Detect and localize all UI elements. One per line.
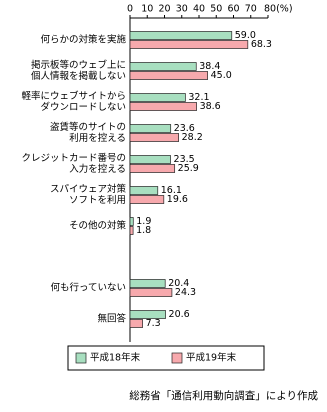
- category-label: 個人情報を掲載しない: [31, 70, 126, 82]
- value-label: 24.3: [175, 287, 196, 298]
- bar: [129, 310, 166, 319]
- bar: [129, 288, 173, 297]
- bar: [129, 62, 197, 71]
- bar: [129, 279, 166, 288]
- category-label: 盗賃等のサイトの: [50, 121, 126, 133]
- category-label: 何らかの対策を実施: [40, 34, 126, 46]
- x-tick-label: 30: [176, 4, 188, 15]
- x-tick-label: 70: [245, 4, 257, 15]
- bar: [129, 133, 179, 142]
- bar: [129, 93, 186, 102]
- legend-label: 平成19年末: [186, 352, 237, 364]
- bar: [129, 71, 208, 80]
- bar: [129, 124, 172, 133]
- legend-box: [67, 345, 265, 371]
- source: 総務省「通信利用動向調査」により作成: [129, 389, 318, 402]
- category-label: その他の対策: [69, 220, 127, 232]
- value-label: 38.4: [199, 61, 220, 72]
- value-label: 1.8: [136, 225, 151, 236]
- value-label: 25.9: [178, 163, 199, 174]
- category-label: クレジットカード番号の: [21, 152, 126, 164]
- value-label: 23.5: [174, 154, 195, 165]
- legend-label: 平成18年末: [90, 352, 141, 364]
- x-tick-label: 20: [158, 4, 170, 15]
- value-label: 1.9: [136, 216, 151, 227]
- category-label: ダウンロードしない: [40, 101, 126, 113]
- category-label: 無回答: [97, 313, 126, 325]
- category-label: 入力を控える: [69, 163, 126, 175]
- bar: [129, 217, 134, 226]
- x-tick-label: 80(%): [264, 4, 293, 15]
- bar: [129, 31, 233, 40]
- category-label: 掲示板等のウェブ上に: [31, 59, 126, 71]
- bar: [129, 40, 249, 49]
- value-label: 38.6: [200, 101, 221, 112]
- x-tick-label: 40: [193, 4, 205, 15]
- legend-swatch: [75, 352, 87, 364]
- category-label: 何も行っていない: [50, 282, 126, 294]
- bar: [129, 155, 171, 164]
- bar: [129, 319, 143, 328]
- category-label: ソフトを利用: [69, 194, 126, 206]
- value-label: 59.0: [235, 30, 256, 41]
- bar: [129, 186, 159, 195]
- value-label: 19.6: [167, 194, 188, 205]
- value-label: 20.4: [168, 278, 189, 289]
- x-tick-label: 10: [141, 4, 153, 15]
- legend-swatch: [171, 352, 183, 364]
- bar: [129, 164, 176, 173]
- value-label: 32.1: [188, 92, 209, 103]
- value-label: 68.3: [251, 39, 272, 50]
- value-label: 23.6: [174, 123, 195, 134]
- value-label: 16.1: [161, 185, 182, 196]
- value-label: 45.0: [211, 70, 232, 81]
- bar: [129, 195, 165, 204]
- x-tick-label: 0: [127, 4, 133, 15]
- x-tick-label: 50: [210, 4, 222, 15]
- x-tick-label: 60: [227, 4, 239, 15]
- category-label: 利用を控える: [69, 132, 126, 144]
- value-label: 20.6: [169, 309, 190, 320]
- value-label: 7.3: [146, 318, 161, 329]
- bar: [129, 102, 197, 111]
- value-label: 28.2: [182, 132, 203, 143]
- category-label: スパイウェア対策: [50, 183, 127, 195]
- bar: [129, 226, 134, 235]
- category-label: 軽率にウェブサイトから: [21, 90, 126, 102]
